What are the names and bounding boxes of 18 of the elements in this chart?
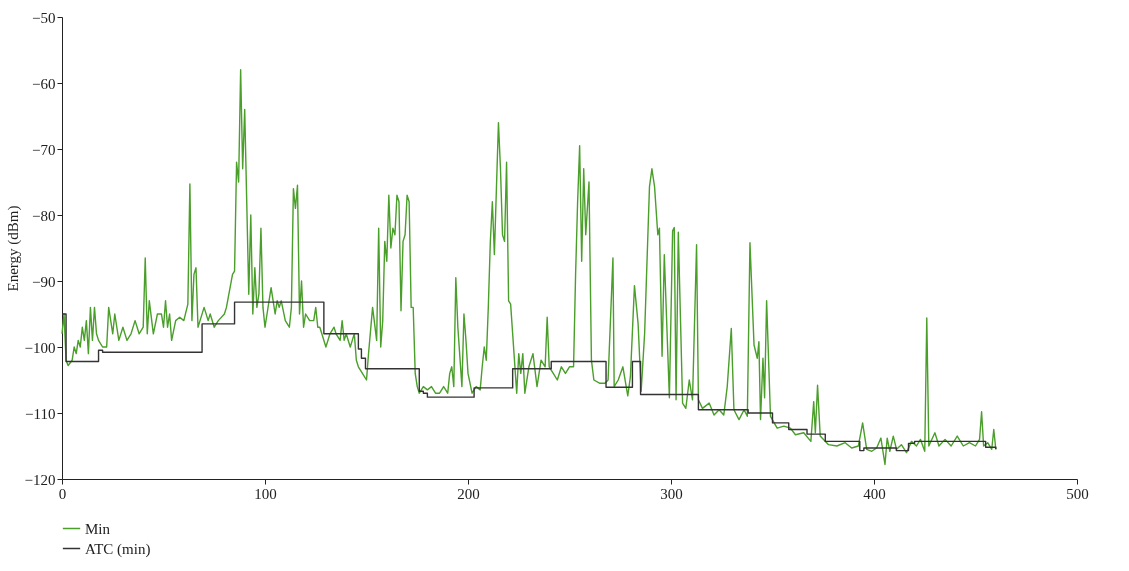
x-tick-label: 400	[863, 485, 886, 502]
y-tick-label: −70	[32, 141, 56, 158]
y-tick-label: −60	[32, 75, 56, 92]
y-tick-label: −80	[32, 207, 56, 224]
y-tick-label: −110	[25, 405, 56, 422]
y-axis-title: Energy (dBm)	[4, 205, 22, 292]
y-tick-label: −120	[24, 471, 56, 488]
x-tick-label: 100	[254, 485, 277, 502]
y-tick-label: −90	[32, 273, 56, 290]
legend-label: ATC (min)	[85, 540, 151, 558]
x-tick-label: 0	[58, 485, 67, 502]
x-tick-label: 300	[660, 485, 683, 502]
legend-label: Min	[85, 520, 111, 537]
x-tick-label: 200	[457, 485, 480, 502]
y-tick-label: −50	[32, 9, 56, 26]
x-tick-label: 500	[1066, 485, 1089, 502]
line-series	[61, 69, 997, 466]
y-tick-label: −100	[24, 339, 56, 356]
